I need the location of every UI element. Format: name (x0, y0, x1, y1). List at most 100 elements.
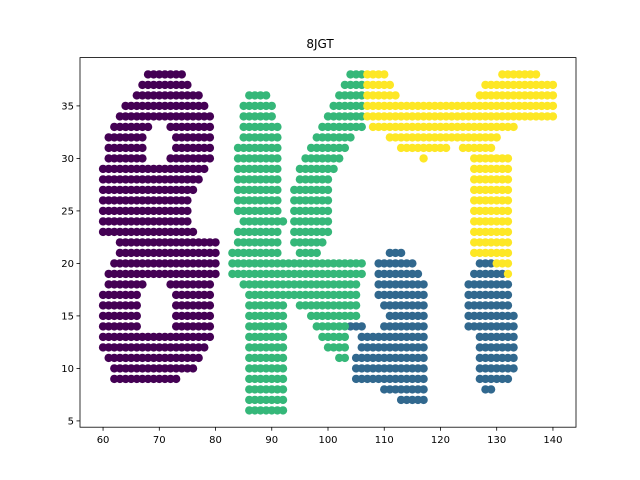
scatter-point (503, 227, 513, 237)
series-3 (363, 70, 558, 279)
scatter-point (323, 227, 333, 237)
scatter-point (278, 343, 288, 352)
scatter-point (205, 301, 215, 310)
y-tick-label: 5 (68, 416, 74, 427)
series-0 (98, 70, 220, 384)
scatter-point (323, 185, 333, 195)
scatter-point (138, 133, 147, 142)
scatter-point (138, 143, 147, 153)
scatter-point (323, 196, 333, 205)
scatter-point (503, 374, 513, 384)
scatter-point (278, 311, 288, 321)
scatter-point (509, 332, 518, 342)
scatter-point (211, 259, 220, 268)
scatter-point (357, 259, 366, 268)
scatter-point (419, 322, 428, 331)
x-tick-label: 80 (209, 435, 222, 446)
scatter-point (503, 154, 513, 163)
scatter-point (273, 164, 282, 174)
scatter-point (273, 133, 282, 142)
scatter-point (171, 374, 181, 384)
scatter-point (138, 154, 147, 163)
scatter-point (205, 112, 215, 121)
scatter-point (391, 91, 400, 100)
scatter-point (419, 343, 428, 352)
scatter-point (211, 269, 220, 279)
points-layer (98, 70, 558, 415)
scatter-point (357, 322, 366, 331)
scatter-point (278, 332, 288, 342)
y-tick-label: 10 (61, 364, 74, 375)
scatter-point (419, 332, 428, 342)
scatter-point (273, 248, 282, 258)
scatter-point (273, 122, 282, 132)
scatter-point (183, 206, 192, 216)
scatter-point (273, 206, 282, 216)
scatter-point (503, 185, 513, 195)
scatter-point (205, 332, 215, 342)
scatter-point (340, 322, 350, 331)
scatter-point (205, 280, 215, 289)
x-tick-label: 90 (265, 435, 278, 446)
scatter-point (132, 322, 141, 331)
scatter-point (503, 206, 513, 216)
scatter-point (205, 154, 215, 163)
scatter-point (419, 280, 428, 289)
scatter-point (205, 311, 215, 321)
scatter-point (177, 70, 186, 79)
scatter-point (419, 374, 428, 384)
scatter-point (278, 406, 288, 415)
scatter-point (138, 280, 147, 289)
scatter-point (503, 301, 513, 310)
scatter-point (419, 290, 428, 300)
scatter-point (211, 238, 220, 247)
scatter-point (419, 395, 428, 405)
scatter-point (531, 70, 541, 79)
scatter-point (419, 154, 428, 163)
scatter-point (346, 133, 355, 142)
scatter-point (278, 364, 288, 373)
scatter-point (419, 364, 428, 373)
scatter-point (419, 385, 428, 394)
scatter-point (200, 343, 209, 352)
scatter-point (503, 269, 513, 279)
scatter-point (323, 175, 333, 184)
x-tick-label: 140 (543, 435, 562, 446)
scatter-point (351, 301, 361, 310)
scatter-point (503, 248, 513, 258)
scatter-point (194, 175, 203, 184)
x-tick-label: 70 (153, 435, 166, 446)
scatter-point (205, 143, 215, 153)
scatter-point (143, 122, 153, 132)
scatter-point (273, 143, 282, 153)
scatter-point (132, 301, 141, 310)
scatter-point (509, 343, 518, 352)
scatter-point (548, 80, 558, 90)
scatter-point (340, 143, 350, 153)
y-tick-label: 35 (61, 101, 74, 112)
scatter-point (273, 227, 282, 237)
scatter-point (351, 290, 361, 300)
scatter-point (548, 91, 558, 100)
scatter-point (273, 185, 282, 195)
scatter-point (183, 196, 192, 205)
scatter-point (380, 70, 389, 79)
y-tick-label: 15 (61, 311, 74, 322)
scatter-point (273, 154, 282, 163)
scatter-point (509, 322, 518, 331)
scatter-point (318, 238, 327, 247)
scatter-point (385, 80, 395, 90)
scatter-point (211, 248, 220, 258)
scatter-point (413, 269, 423, 279)
scatter-point (267, 101, 276, 111)
scatter-point (351, 280, 361, 289)
scatter-point (503, 217, 513, 226)
scatter-point (503, 196, 513, 205)
scatter-point (351, 311, 361, 321)
y-tick-label: 20 (61, 259, 74, 270)
scatter-point (492, 133, 501, 142)
scatter-point (441, 143, 451, 153)
x-tick-label: 130 (487, 435, 506, 446)
scatter-point (329, 164, 338, 174)
